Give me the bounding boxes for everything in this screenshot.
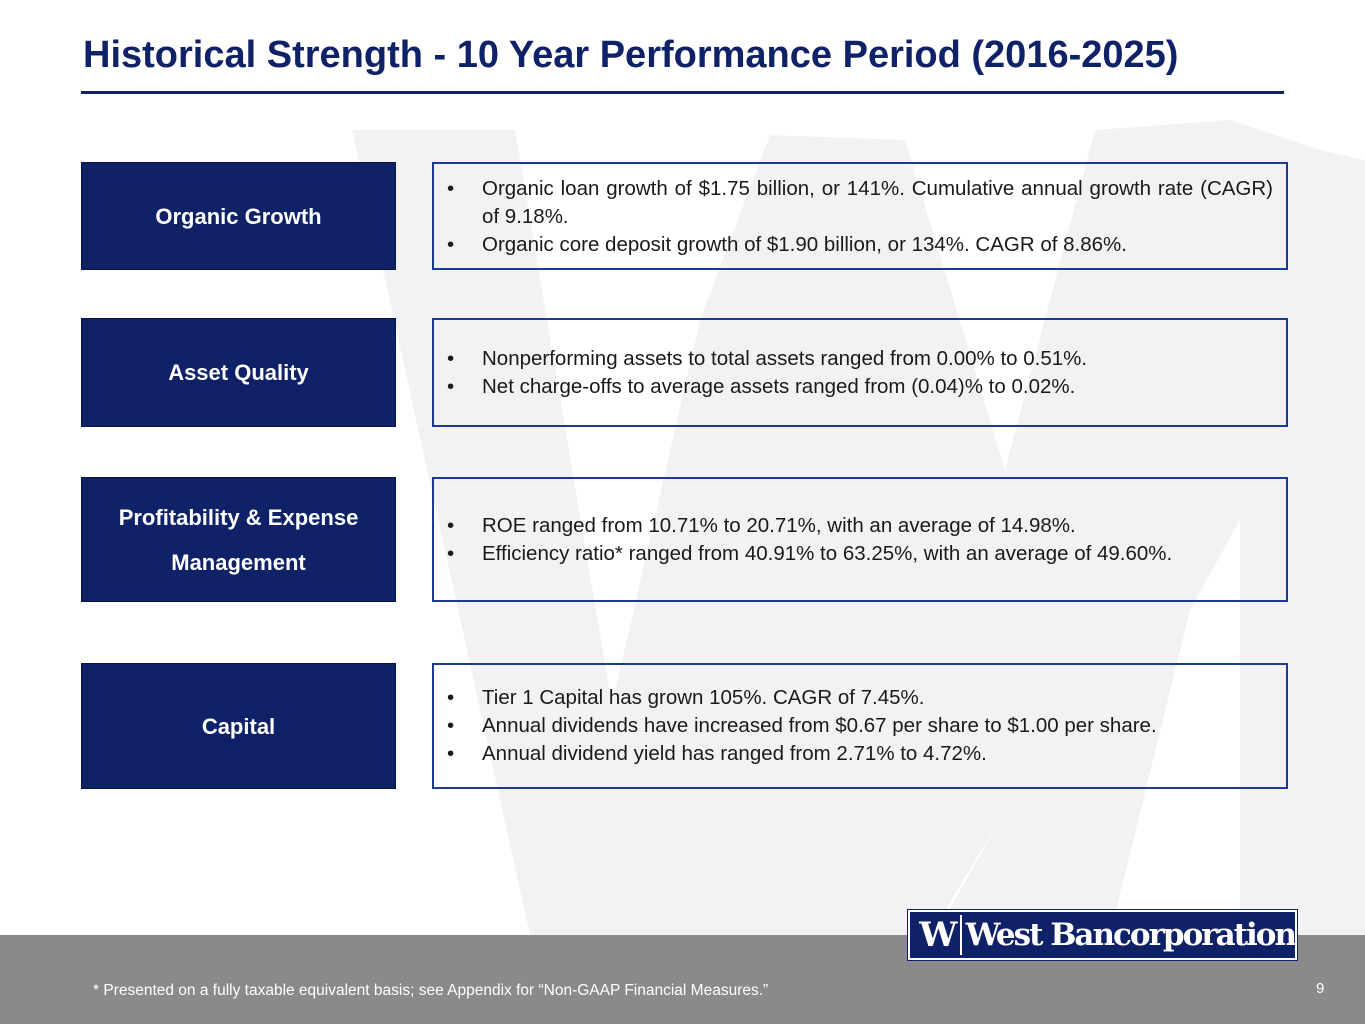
category-label: Capital	[201, 713, 276, 739]
bullet-list: Nonperforming assets to total assets ran…	[434, 345, 1286, 401]
category-label: Asset Quality	[168, 360, 309, 385]
company-logo: W West Bancorporation	[907, 909, 1298, 961]
details-asset-quality: Nonperforming assets to total assets ran…	[432, 318, 1288, 427]
bullet-item: Efficiency ratio* ranged from 40.91% to …	[447, 540, 1273, 568]
category-label: Organic Growth	[155, 203, 322, 229]
category-organic-growth: Organic Growth	[81, 162, 396, 270]
bullet-item: Nonperforming assets to total assets ran…	[447, 345, 1273, 373]
category-label: Profitability & Expense Management	[118, 504, 359, 575]
page-title: Historical Strength - 10 Year Performanc…	[83, 34, 1179, 76]
category-asset-quality: Asset Quality	[81, 318, 396, 427]
bullet-item: ROE ranged from 10.71% to 20.71%, with a…	[447, 512, 1273, 540]
footnote: * Presented on a fully taxable equivalen…	[93, 982, 769, 999]
bullet-list: ROE ranged from 10.71% to 20.71%, with a…	[434, 512, 1286, 568]
details-organic-growth: Organic loan growth of $1.75 billion, or…	[432, 162, 1288, 270]
details-capital: Tier 1 Capital has grown 105%. CAGR of 7…	[432, 663, 1288, 789]
bullet-list: Organic loan growth of $1.75 billion, or…	[434, 175, 1286, 259]
category-capital: Capital	[81, 663, 396, 789]
bullet-item: Organic loan growth of $1.75 billion, or…	[447, 175, 1273, 231]
bullet-list: Tier 1 Capital has grown 105%. CAGR of 7…	[434, 684, 1286, 768]
bullet-item: Organic core deposit growth of $1.90 bil…	[447, 231, 1273, 259]
bullet-item: Annual dividend yield has ranged from 2.…	[447, 740, 1273, 768]
category-profitability-expense-management: Profitability & Expense Management	[81, 477, 396, 602]
details-profitability-expense-management: ROE ranged from 10.71% to 20.71%, with a…	[432, 477, 1288, 602]
logo-w-mark: W	[915, 915, 962, 955]
bullet-item: Tier 1 Capital has grown 105%. CAGR of 7…	[447, 684, 1273, 712]
logo-wordmark: West Bancorporation	[965, 917, 1297, 953]
page-number: 9	[1316, 980, 1325, 997]
bullet-item: Annual dividends have increased from $0.…	[447, 712, 1273, 740]
title-underline	[81, 91, 1284, 94]
bullet-item: Net charge-offs to average assets ranged…	[447, 373, 1273, 401]
